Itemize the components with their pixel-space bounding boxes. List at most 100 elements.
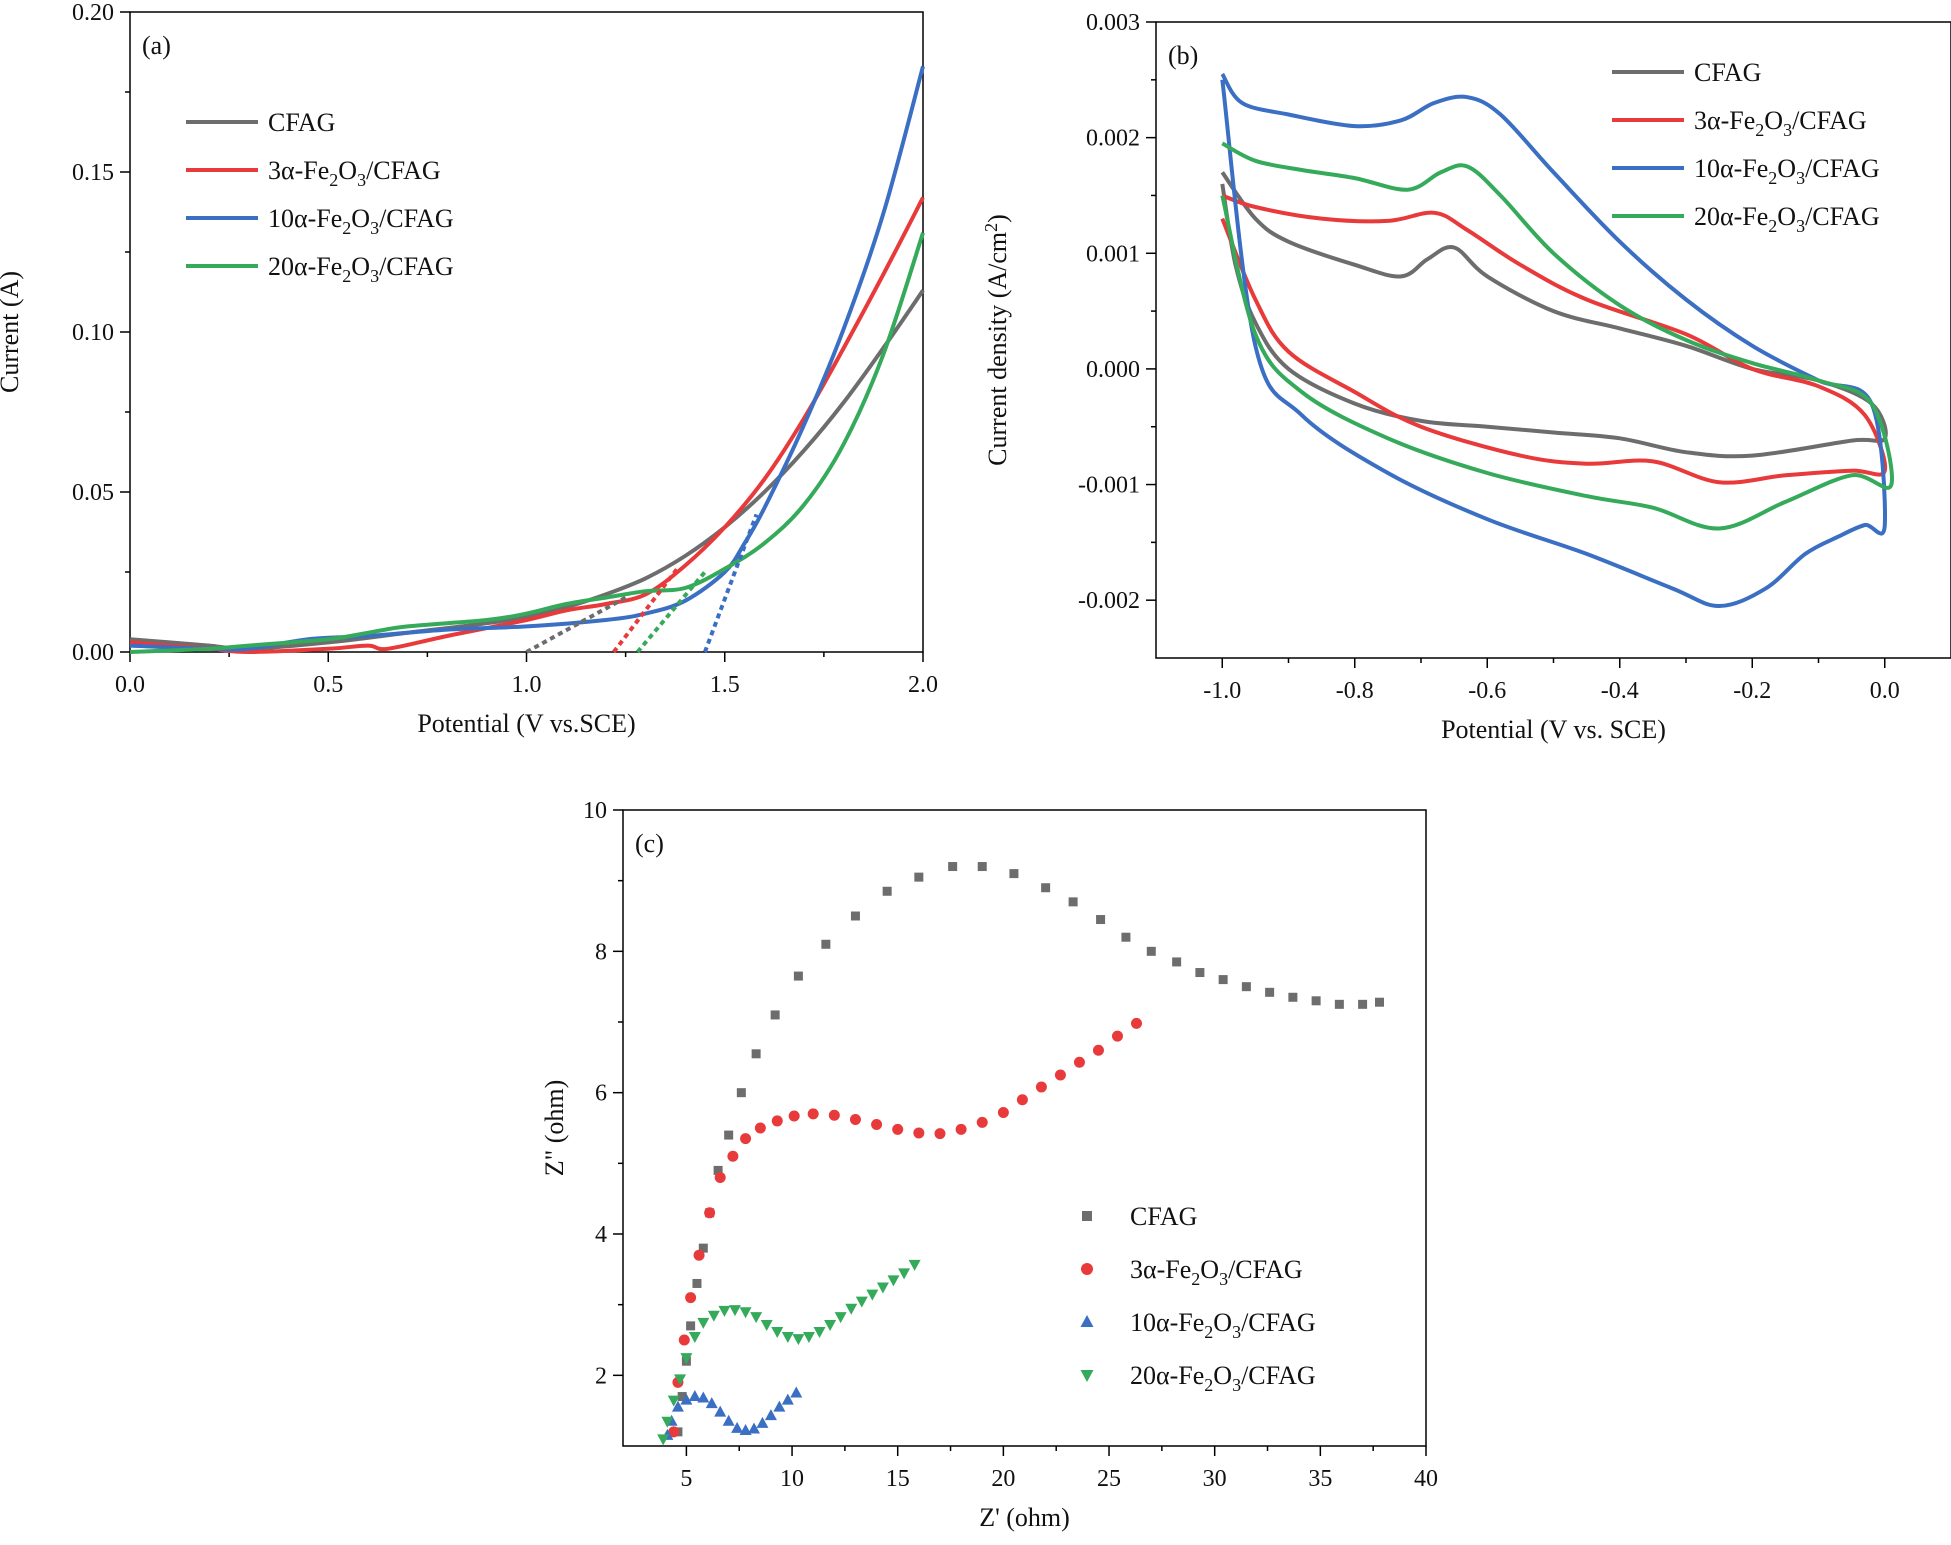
data-point-square [1218,975,1228,985]
data-point-triangle-down [697,1317,710,1329]
y-axis-title-text: Current density (A/cm [983,232,1012,466]
data-point-circle [788,1110,800,1122]
data-point-square [1311,996,1321,1006]
legend-label-20a: 20α-Fe2O3/CFAG [268,252,454,286]
data-point-triangle-down [802,1331,815,1343]
data-point-square [686,1321,696,1331]
legend-label-prefix: 10α-Fe [1694,154,1768,183]
data-point-triangle-up [688,1390,701,1402]
data-point-triangle-down [824,1319,837,1331]
data-point-square [850,911,860,921]
data-point-square [751,1049,761,1059]
legend-label-text: CFAG [268,108,335,137]
series-20a [657,1259,921,1446]
legend-label-subscript: 2 [342,218,351,238]
data-point-triangle-up [756,1416,769,1428]
data-point-triangle-up [714,1405,727,1417]
data-point-triangle-up [697,1391,710,1403]
data-point-circle [754,1122,766,1134]
data-point-square [713,1165,723,1175]
data-point-triangle-down [661,1416,674,1428]
x-tick-label: 1.0 [512,672,542,698]
x-tick-label: 20 [991,1466,1015,1492]
legend-label-subscript: 3 [1232,1375,1241,1395]
x-axis-title: Potential (V vs.SCE) [417,709,635,738]
legend-label-subscript: 2 [1204,1322,1213,1342]
legend-label-suffix: /CFAG [1241,1308,1316,1337]
data-point-circle [714,1171,726,1183]
data-point-square [1041,883,1051,893]
data-point-square [1068,897,1078,907]
y-axis-title: Current density (A/cm2) [981,214,1012,466]
data-point-circle [976,1116,988,1128]
legend-label-3a: 3α-Fe2O3/CFAG [268,156,441,190]
y-tick-label: 0.20 [72,0,114,26]
data-point-triangle-up [680,1393,693,1405]
data-point-square [1172,957,1182,967]
y-tick-label: 0.05 [72,480,114,506]
x-tick-label: 10 [780,1466,804,1492]
data-point-circle [1035,1081,1047,1093]
legend: CFAG3α-Fe2O3/CFAG10α-Fe2O3/CFAG20α-Fe2O3… [1080,1202,1316,1395]
data-point-triangle-up [671,1400,684,1412]
legend-label-subscript: 2 [1768,168,1777,188]
data-point-square [948,862,958,872]
legend-label-20a: 20α-Fe2O3/CFAG [1694,202,1880,236]
x-tick-label: 15 [886,1466,910,1492]
series-line-10a [129,65,925,652]
data-point-triangle-up [731,1421,744,1433]
legend-label-prefix: 10α-Fe [1130,1308,1204,1337]
data-point-square [1121,932,1131,942]
data-point-circle [1111,1030,1123,1042]
legend-label-suffix: /CFAG [379,252,454,281]
legend-label-10a: 10α-Fe2O3/CFAG [1694,154,1880,188]
data-point-circle [693,1249,705,1261]
data-point-square [1195,968,1205,978]
legend-label-subscript: 2 [1755,120,1764,140]
legend-label-prefix: 20α-Fe [268,252,342,281]
x-tick-label: -0.2 [1733,678,1771,704]
x-tick-label: 0.0 [1870,678,1900,704]
cv-loop-3a [1220,193,1888,485]
data-point-circle [771,1115,783,1127]
data-point-circle [955,1123,967,1135]
panel-label: (b) [1168,41,1198,70]
y-axis-title-text: Current (A) [0,271,24,393]
data-point-triangle-down [667,1395,680,1407]
legend-label-10a: 10α-Fe2O3/CFAG [1130,1308,1316,1342]
data-point-triangle-down [688,1331,701,1343]
legend-label-mid: O [1213,1308,1232,1337]
legend-label-3a: 3α-Fe2O3/CFAG [1130,1255,1303,1289]
legend-label-CFAG: CFAG [268,108,335,137]
data-point-triangle-down [834,1312,847,1324]
data-point-square [692,1278,702,1288]
legend-label-prefix: 3α-Fe [1694,106,1755,135]
x-tick-label: 30 [1203,1466,1227,1492]
data-point-circle [913,1127,925,1139]
data-point-triangle-down [674,1374,687,1386]
data-point-triangle-up [739,1423,752,1435]
data-point-square [677,1392,687,1402]
data-point-triangle-down [771,1327,784,1339]
data-point-circle [997,1106,1009,1118]
data-point-square [1265,987,1275,997]
legend-label-text: CFAG [1694,58,1761,87]
y-tick-label: 8 [595,939,607,965]
legend-label-subscript: 3 [1232,1322,1241,1342]
legend-label-mid: O [1764,106,1783,135]
data-point-circle [668,1426,680,1438]
legend-label-subscript: 3 [1219,1269,1228,1289]
data-point-square [914,872,924,882]
data-point-triangle-down [680,1353,693,1365]
data-point-triangle-down [866,1289,879,1301]
y-axis-title: Current (A) [0,271,24,393]
cv-loop-20a [1220,141,1894,531]
onset-tangent-CFAG [525,595,627,654]
y-axis-title-suffix: ) [983,214,1012,223]
data-point-square [770,1010,780,1020]
legend-label-prefix: 20α-Fe [1130,1361,1204,1390]
x-tick-label: 1.5 [710,672,740,698]
data-point-triangle-down [855,1296,868,1308]
data-point-triangle-down [728,1305,741,1317]
